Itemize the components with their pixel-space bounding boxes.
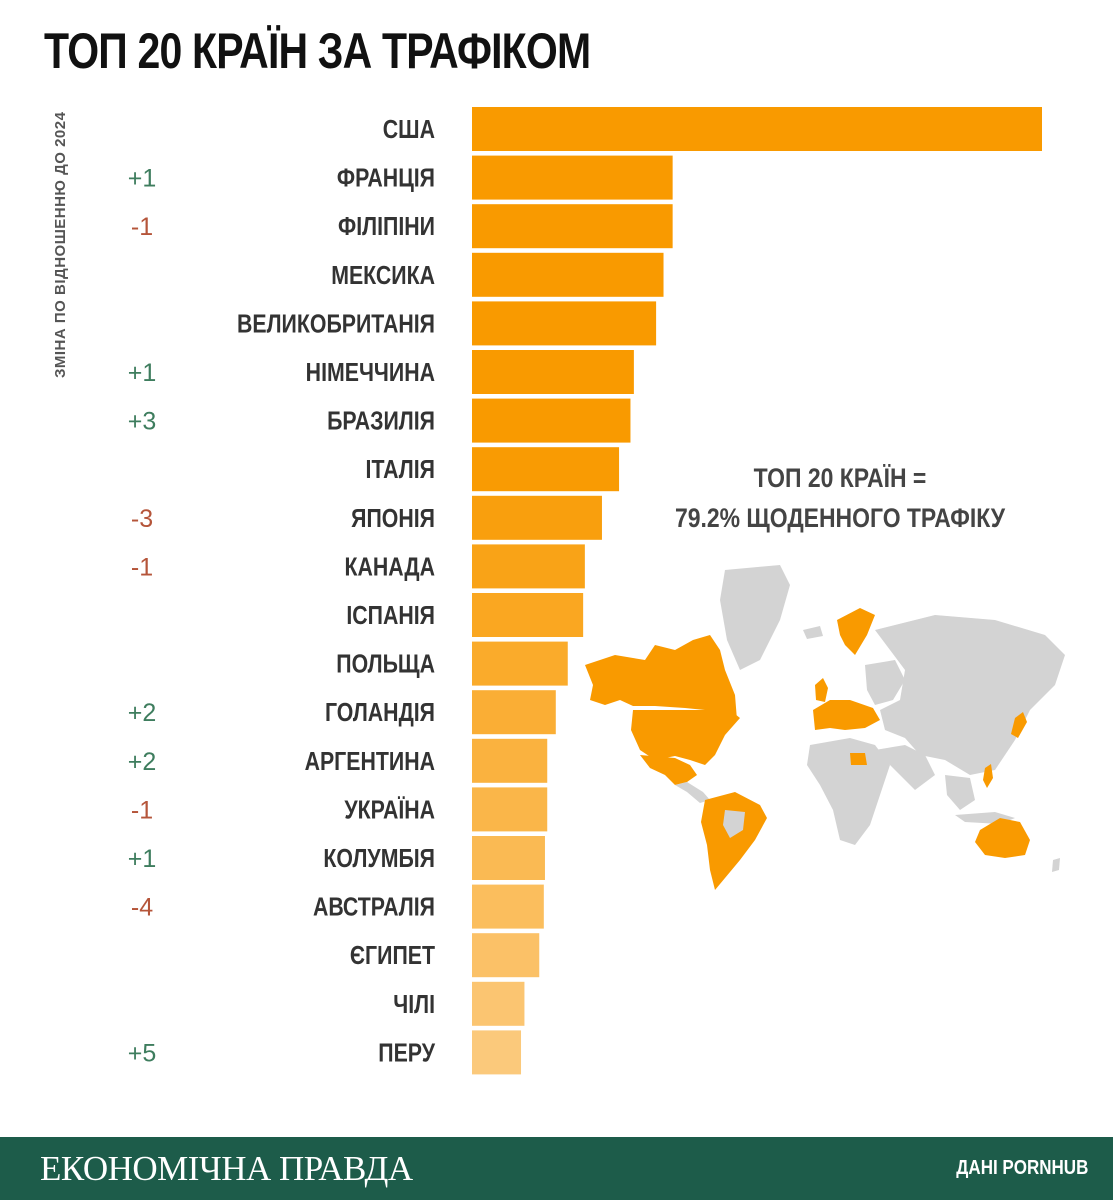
map-japan	[1011, 712, 1027, 738]
map-se-asia	[945, 775, 975, 810]
map-europe-east	[865, 660, 905, 705]
map-south-america-grey	[723, 810, 745, 838]
bar	[472, 301, 657, 346]
bar	[472, 981, 525, 1026]
map-europe	[813, 700, 880, 730]
rank-change-label: -1	[131, 796, 153, 824]
map-middle-east	[875, 745, 935, 790]
map-philippines	[983, 764, 993, 788]
category-label: КОЛУМБІЯ	[323, 844, 435, 874]
rank-change-label: +1	[128, 165, 157, 193]
category-label: ІСПАНІЯ	[346, 601, 435, 631]
rank-change-label: +2	[128, 748, 157, 776]
rank-change-label: -4	[131, 894, 153, 922]
bar	[472, 690, 556, 735]
rank-change-label: +2	[128, 699, 157, 727]
bar-chart: США ФРАНЦІЯ +1 ФІЛІПІНИ -1 МЕКСИКА ВЕЛИКОБРИТА…	[128, 107, 1042, 1075]
category-label: США	[383, 115, 435, 145]
category-label: ВЕЛИКОБРИТАНІЯ	[237, 309, 435, 339]
footer-bar: ЕКОНОМІЧНА ПРАВДА ДАНІ PORNHUB	[0, 1137, 1113, 1200]
bar	[472, 1030, 522, 1075]
category-label: ФРАНЦІЯ	[337, 164, 435, 194]
category-label: ЄГИПЕТ	[350, 941, 436, 971]
map-africa	[807, 738, 890, 845]
category-label: МЕКСИКА	[331, 261, 435, 291]
bar	[472, 204, 673, 249]
category-label: ПЕРУ	[378, 1038, 435, 1068]
map-iceland	[803, 626, 823, 639]
map-scandinavia	[837, 608, 875, 655]
category-label: НІМЕЧЧИНА	[306, 358, 435, 388]
bar	[472, 787, 548, 832]
rank-change-label: +3	[128, 408, 157, 436]
map-new-zealand	[1052, 858, 1060, 872]
category-label: УКРАЇНА	[344, 795, 435, 825]
category-label: ПОЛЬЩА	[336, 650, 435, 680]
bar	[472, 884, 544, 929]
chart-title: ТОП 20 КРАЇН ЗА ТРАФІКОМ	[44, 23, 591, 79]
category-label: КАНАДА	[344, 552, 435, 582]
category-label: ЯПОНІЯ	[351, 504, 435, 534]
bar	[472, 593, 584, 637]
map-mexico	[640, 755, 697, 785]
map-usa	[631, 710, 740, 765]
bar	[472, 107, 1042, 151]
category-label: ФІЛІПІНИ	[338, 212, 435, 242]
category-label: ІТАЛІЯ	[366, 455, 435, 485]
map-south-america	[701, 792, 767, 890]
bar	[472, 933, 540, 978]
category-label: БРАЗИЛІЯ	[327, 407, 435, 437]
category-label: ЧІЛІ	[393, 990, 435, 1020]
map-greenland	[720, 565, 790, 670]
map-australia	[975, 818, 1030, 858]
rank-change-label: +1	[128, 845, 157, 873]
bar	[472, 738, 548, 783]
bar	[472, 398, 631, 443]
category-label: АВСТРАЛІЯ	[313, 893, 435, 923]
category-label: АРГЕНТИНА	[305, 747, 435, 777]
category-label: ГОЛАНДІЯ	[325, 698, 435, 728]
world-map	[585, 565, 1065, 890]
rank-change-label: +5	[128, 1039, 157, 1067]
bar	[472, 641, 568, 686]
bar	[472, 495, 602, 540]
rank-change-label: -1	[131, 553, 153, 581]
map-central-america	[675, 782, 710, 803]
summary-line-1: ТОП 20 КРАЇН =	[753, 463, 927, 493]
summary-text: ТОП 20 КРАЇН = 79.2% ЩОДЕННОГО ТРАФІКУ	[620, 458, 1060, 538]
bar	[472, 544, 585, 589]
bar	[472, 155, 673, 200]
rank-change-label: -1	[131, 213, 153, 241]
bar	[472, 447, 620, 492]
map-canada	[585, 635, 737, 720]
bar	[472, 350, 634, 394]
rank-change-label: +1	[128, 359, 157, 387]
brand-logo: ЕКОНОМІЧНА ПРАВДА	[40, 1149, 413, 1188]
summary-line-2: 79.2% ЩОДЕННОГО ТРАФІКУ	[674, 503, 1006, 533]
map-egypt	[850, 753, 867, 765]
bar	[472, 836, 545, 880]
rank-change-label: -3	[131, 505, 153, 533]
map-uk	[815, 678, 828, 702]
data-source: ДАНІ PORNHUB	[955, 1157, 1088, 1179]
bar	[472, 252, 664, 297]
